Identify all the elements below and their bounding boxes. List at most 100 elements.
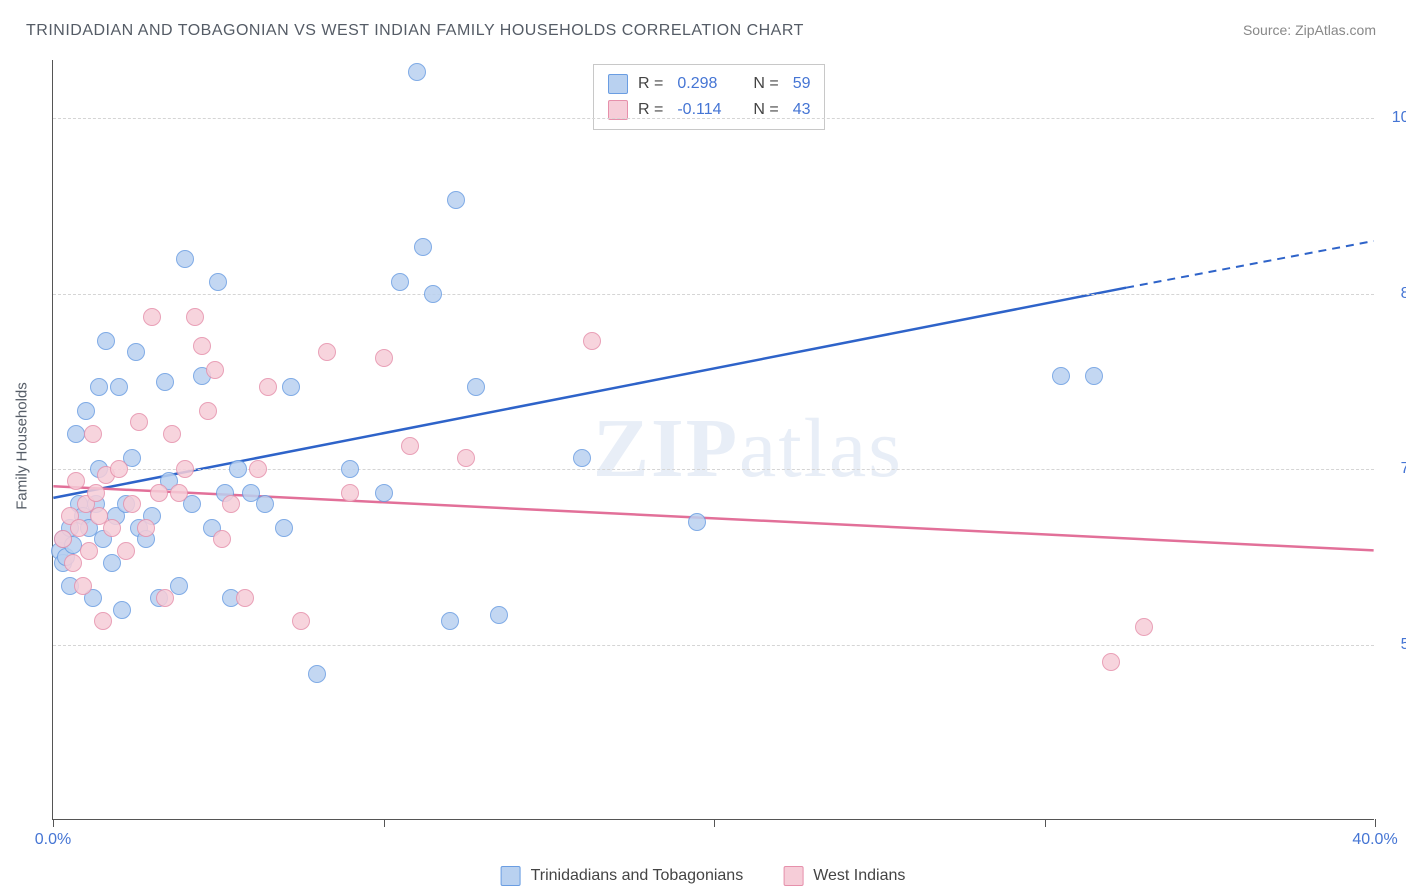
data-point <box>150 484 168 502</box>
data-point <box>1102 653 1120 671</box>
data-point <box>209 273 227 291</box>
data-point <box>156 373 174 391</box>
data-point <box>110 378 128 396</box>
r-label: R = <box>638 75 663 93</box>
data-point <box>163 425 181 443</box>
data-point <box>117 542 135 560</box>
y-tick-label: 85.0% <box>1386 285 1406 303</box>
data-point <box>573 449 591 467</box>
watermark-rest: atlas <box>739 402 903 495</box>
source-label: Source: ZipAtlas.com <box>1243 22 1376 38</box>
x-tick-mark <box>1045 819 1046 827</box>
data-point <box>236 589 254 607</box>
data-point <box>170 484 188 502</box>
data-point <box>130 413 148 431</box>
data-point <box>199 402 217 420</box>
data-point <box>67 472 85 490</box>
x-tick-mark <box>714 819 715 827</box>
data-point <box>375 484 393 502</box>
data-point <box>64 554 82 572</box>
data-point <box>259 378 277 396</box>
data-point <box>213 530 231 548</box>
data-point <box>84 425 102 443</box>
data-point <box>341 460 359 478</box>
r-label: R = <box>638 101 663 119</box>
bottom-legend-label: Trinidadians and Tobagonians <box>531 867 744 885</box>
x-tick-label: 40.0% <box>1352 831 1397 849</box>
gridline-h <box>53 645 1374 646</box>
data-point <box>97 332 115 350</box>
data-point <box>176 460 194 478</box>
stats-legend-row: R = 0.298 N = 59 <box>608 71 810 97</box>
data-point <box>408 63 426 81</box>
data-point <box>249 460 267 478</box>
data-point <box>1135 618 1153 636</box>
data-point <box>490 606 508 624</box>
chart-title: TRINIDADIAN AND TOBAGONIAN VS WEST INDIA… <box>26 22 804 40</box>
data-point <box>414 238 432 256</box>
data-point <box>424 285 442 303</box>
chart-container: TRINIDADIAN AND TOBAGONIAN VS WEST INDIA… <box>0 0 1406 892</box>
data-point <box>1052 367 1070 385</box>
data-point <box>137 519 155 537</box>
r-value: -0.114 <box>677 101 735 119</box>
data-point <box>229 460 247 478</box>
data-point <box>113 601 131 619</box>
bottom-legend-item: West Indians <box>783 866 905 886</box>
gridline-h <box>53 294 1374 295</box>
watermark-bold: ZIP <box>593 402 739 495</box>
bottom-legend-label: West Indians <box>813 867 905 885</box>
data-point <box>447 191 465 209</box>
data-point <box>74 577 92 595</box>
x-tick-mark <box>53 819 54 827</box>
bottom-legend-item: Trinidadians and Tobagonians <box>501 866 744 886</box>
gridline-h <box>53 118 1374 119</box>
data-point <box>80 542 98 560</box>
data-point <box>186 308 204 326</box>
n-label: N = <box>753 101 778 119</box>
data-point <box>282 378 300 396</box>
data-point <box>1085 367 1103 385</box>
legend-swatch <box>783 866 803 886</box>
legend-swatch <box>501 866 521 886</box>
data-point <box>441 612 459 630</box>
data-point <box>467 378 485 396</box>
regression-line-extrapolated <box>1126 241 1374 288</box>
x-tick-mark <box>1375 819 1376 827</box>
data-point <box>103 519 121 537</box>
y-tick-label: 100.0% <box>1386 109 1406 127</box>
x-tick-label: 0.0% <box>35 831 71 849</box>
r-value: 0.298 <box>677 75 735 93</box>
regression-lines <box>53 60 1374 819</box>
data-point <box>318 343 336 361</box>
data-point <box>391 273 409 291</box>
data-point <box>67 425 85 443</box>
data-point <box>156 589 174 607</box>
n-value: 59 <box>793 75 811 93</box>
data-point <box>206 361 224 379</box>
regression-line <box>53 288 1126 498</box>
n-label: N = <box>753 75 778 93</box>
y-axis-label: Family Households <box>14 382 31 510</box>
data-point <box>87 484 105 502</box>
data-point <box>457 449 475 467</box>
data-point <box>308 665 326 683</box>
data-point <box>341 484 359 502</box>
data-point <box>222 495 240 513</box>
stats-legend: R = 0.298 N = 59 R = -0.114 N = 43 <box>593 64 825 130</box>
data-point <box>401 437 419 455</box>
n-value: 43 <box>793 101 811 119</box>
data-point <box>176 250 194 268</box>
watermark: ZIPatlas <box>593 400 903 497</box>
x-tick-mark <box>384 819 385 827</box>
data-point <box>127 343 145 361</box>
data-point <box>583 332 601 350</box>
bottom-legend: Trinidadians and Tobagonians West Indians <box>501 866 906 886</box>
data-point <box>77 402 95 420</box>
data-point <box>143 308 161 326</box>
data-point <box>70 519 88 537</box>
legend-swatch <box>608 100 628 120</box>
data-point <box>110 460 128 478</box>
data-point <box>292 612 310 630</box>
legend-swatch <box>608 74 628 94</box>
